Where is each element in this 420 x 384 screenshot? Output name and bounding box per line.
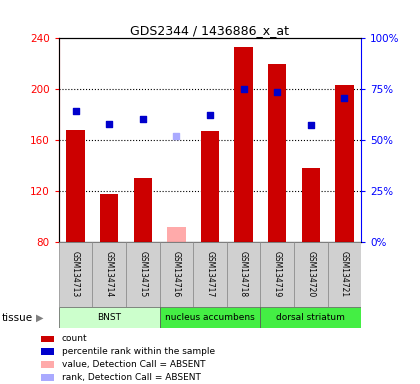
Bar: [335, 86, 354, 242]
Bar: [167, 227, 186, 242]
Text: GSM134715: GSM134715: [138, 252, 147, 298]
Bar: [41, 349, 54, 355]
Text: BNST: BNST: [97, 313, 121, 322]
Text: GSM134714: GSM134714: [105, 252, 114, 298]
Point: [341, 95, 348, 101]
Text: dorsal striatum: dorsal striatum: [276, 313, 345, 322]
Bar: [234, 47, 253, 242]
Bar: [260, 242, 294, 307]
Text: GSM134720: GSM134720: [306, 252, 315, 298]
Point: [240, 86, 247, 92]
Text: rank, Detection Call = ABSENT: rank, Detection Call = ABSENT: [62, 373, 201, 382]
Bar: [41, 336, 54, 342]
Text: GSM134719: GSM134719: [273, 252, 282, 298]
Bar: [41, 361, 54, 367]
Title: GDS2344 / 1436886_x_at: GDS2344 / 1436886_x_at: [131, 24, 289, 37]
Text: ▶: ▶: [36, 313, 43, 323]
Text: GSM134713: GSM134713: [71, 252, 80, 298]
Point: [106, 121, 113, 127]
Bar: [227, 242, 260, 307]
Bar: [160, 307, 260, 328]
Bar: [160, 242, 193, 307]
Text: GSM134718: GSM134718: [239, 252, 248, 298]
Bar: [41, 374, 54, 381]
Bar: [201, 131, 219, 242]
Bar: [260, 307, 361, 328]
Text: value, Detection Call = ABSENT: value, Detection Call = ABSENT: [62, 360, 205, 369]
Bar: [193, 242, 227, 307]
Text: GSM134717: GSM134717: [205, 252, 215, 298]
Text: percentile rank within the sample: percentile rank within the sample: [62, 347, 215, 356]
Text: tissue: tissue: [2, 313, 33, 323]
Point: [274, 89, 281, 95]
Bar: [302, 168, 320, 242]
Text: GSM134721: GSM134721: [340, 252, 349, 298]
Bar: [66, 130, 85, 242]
Point: [307, 122, 314, 128]
Bar: [328, 242, 361, 307]
Point: [173, 133, 180, 139]
Bar: [59, 242, 92, 307]
Bar: [59, 307, 160, 328]
Bar: [100, 194, 118, 242]
Point: [139, 116, 146, 122]
Bar: [92, 242, 126, 307]
Bar: [134, 178, 152, 242]
Text: nucleus accumbens: nucleus accumbens: [165, 313, 255, 322]
Bar: [126, 242, 160, 307]
Bar: [268, 64, 286, 242]
Point: [207, 112, 213, 118]
Point: [72, 108, 79, 114]
Text: count: count: [62, 334, 87, 343]
Text: GSM134716: GSM134716: [172, 252, 181, 298]
Bar: [294, 242, 328, 307]
